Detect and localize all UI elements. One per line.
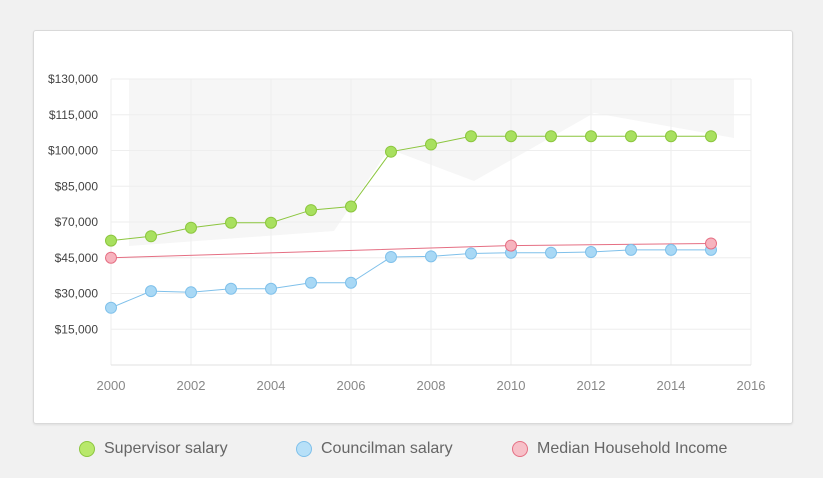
y-tick-label: $115,000 — [49, 108, 98, 122]
data-point-median-income — [705, 237, 717, 250]
data-point-supervisor — [385, 145, 397, 158]
legend-label-councilman: Councilman salary — [321, 440, 453, 457]
x-tick-label: 2004 — [257, 378, 286, 393]
data-point-supervisor — [145, 230, 157, 243]
data-point-supervisor — [585, 130, 597, 143]
data-point-councilman — [385, 251, 397, 264]
data-point-councilman — [145, 285, 157, 298]
data-point-supervisor — [305, 204, 317, 217]
x-tick-label: 2002 — [177, 378, 206, 393]
x-tick-label: 2014 — [657, 378, 686, 393]
x-tick-label: 2008 — [417, 378, 446, 393]
legend-item-supervisor[interactable]: Supervisor salary — [79, 440, 228, 458]
y-tick-label: $100,000 — [48, 144, 98, 158]
x-tick-label: 2016 — [737, 378, 766, 393]
data-point-councilman — [665, 243, 677, 256]
data-point-councilman — [265, 282, 277, 295]
series-line-councilman — [110, 249, 711, 309]
legend-label-median-income: Median Household Income — [537, 440, 728, 457]
legend-label-supervisor: Supervisor salary — [104, 440, 228, 457]
data-point-supervisor — [625, 130, 637, 143]
data-point-supervisor — [105, 234, 117, 247]
data-point-supervisor — [505, 130, 517, 143]
data-point-supervisor — [425, 138, 437, 151]
data-point-supervisor — [265, 216, 277, 229]
data-point-councilman — [105, 301, 117, 314]
series-line-supervisor — [110, 135, 711, 242]
line-chart: $15,000 $30,000 $45,000 $70,000 $85,000 $100,… — [48, 72, 766, 393]
y-tick-label: $85,000 — [55, 179, 99, 193]
data-point-councilman — [345, 276, 357, 289]
x-tick-label: 2012 — [577, 378, 606, 393]
legend-item-median-income[interactable]: Median Household Income — [512, 440, 727, 458]
data-point-councilman — [225, 282, 237, 295]
data-point-supervisor — [345, 200, 357, 213]
data-point-median-income — [505, 239, 517, 252]
legend-item-councilman[interactable]: Councilman salary — [296, 440, 453, 458]
data-point-councilman — [585, 246, 597, 259]
x-tick-label: 2006 — [337, 378, 366, 393]
chart-card: $15,000 $30,000 $45,000 $70,000 $85,000 $100,… — [33, 30, 793, 424]
y-tick-label: $130,000 — [48, 72, 98, 86]
x-tick-label: 2000 — [97, 378, 126, 393]
data-point-councilman — [465, 247, 477, 260]
data-point-councilman — [625, 243, 637, 256]
data-point-councilman — [545, 246, 557, 259]
y-tick-label: $15,000 — [55, 322, 99, 336]
data-point-councilman — [305, 276, 317, 289]
data-point-supervisor — [665, 130, 677, 143]
y-tick-label: $70,000 — [55, 215, 99, 229]
legend-swatch-councilman — [296, 441, 312, 457]
y-tick-label: $30,000 — [55, 287, 99, 301]
data-point-supervisor — [705, 130, 717, 143]
data-point-councilman — [185, 286, 197, 299]
x-tick-label: 2010 — [497, 378, 526, 393]
y-tick-label: $45,000 — [55, 251, 99, 265]
data-point-supervisor — [545, 130, 557, 143]
data-point-councilman — [425, 250, 437, 263]
data-point-median-income — [105, 251, 117, 264]
legend-swatch-median-income — [512, 441, 528, 457]
data-point-supervisor — [465, 130, 477, 143]
legend-swatch-supervisor — [79, 441, 95, 457]
data-point-supervisor — [225, 216, 237, 229]
data-point-supervisor — [185, 221, 197, 234]
